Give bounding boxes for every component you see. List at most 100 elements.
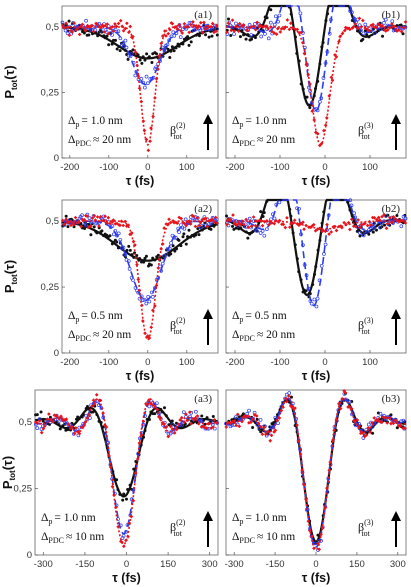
- data-point: [121, 498, 125, 502]
- data-point: [151, 256, 155, 260]
- data-point: [312, 297, 317, 302]
- data-point: [251, 426, 255, 430]
- annotation-delta-p: Δp = 0.5 nm: [68, 310, 123, 324]
- data-point: [150, 294, 155, 299]
- data-point: [129, 52, 134, 56]
- data-point: [273, 14, 278, 19]
- annotation-delta-pdc: ΔPDC ≈ 20 nm: [68, 329, 131, 343]
- data-point: [103, 214, 107, 219]
- annotation-sub-pdc: PDC: [239, 334, 255, 343]
- annotation-sub-pdc: PDC: [239, 139, 255, 148]
- data-point: [164, 34, 168, 38]
- data-point: [304, 497, 308, 502]
- data-point: [253, 223, 258, 228]
- data-point: [97, 224, 101, 228]
- annotation-value-p: = 1.0 nm: [245, 512, 286, 524]
- data-point: [139, 260, 143, 264]
- annotation-value-p: = 1.0 nm: [245, 115, 286, 127]
- data-point: [66, 225, 70, 229]
- data-point: [358, 225, 362, 230]
- data-point: [173, 249, 177, 253]
- data-point: [197, 223, 202, 228]
- panel-b3: -300 -150 0 150 300 (b3) Δp = 1.0 nm ΔPDC ≈ 10 nm…: [224, 389, 407, 585]
- data-point: [251, 215, 256, 219]
- data-point: [232, 32, 236, 36]
- data-point: [215, 221, 220, 226]
- data-point: [174, 427, 179, 432]
- data-point: [187, 228, 191, 232]
- data-point: [255, 20, 259, 25]
- data-point: [363, 22, 368, 27]
- data-point: [323, 242, 328, 247]
- data-point: [372, 31, 377, 35]
- annotation-delta-pdc: ΔPDC ≈ 20 nm: [68, 134, 131, 148]
- data-point: [110, 32, 114, 37]
- data-point: [88, 28, 93, 32]
- series-blue: [225, 5, 408, 113]
- data-point: [395, 214, 399, 218]
- data-point: [189, 421, 193, 426]
- data-point: [342, 220, 346, 225]
- data-point: [70, 30, 74, 34]
- data-point: [356, 218, 360, 222]
- data-point: [388, 215, 392, 220]
- data-point: [171, 244, 175, 248]
- data-point: [64, 214, 68, 218]
- beta-label: β(3) tot: [358, 316, 374, 336]
- data-point: [301, 220, 305, 225]
- data-point: [204, 426, 209, 431]
- beta-subscript: tot: [173, 132, 182, 141]
- fit-curve: [226, 220, 406, 230]
- y-tick-label: 0,5: [46, 216, 59, 227]
- data-point: [195, 216, 200, 220]
- data-point: [133, 73, 138, 78]
- data-point: [100, 229, 104, 233]
- data-point: [371, 230, 375, 234]
- data-point: [194, 409, 198, 414]
- x-tick-label: 100: [362, 357, 378, 368]
- beta-superscript: (2): [176, 121, 186, 130]
- data-point: [279, 27, 284, 31]
- data-point: [382, 21, 386, 25]
- data-point: [178, 35, 183, 39]
- beta-label: β(2) tot: [170, 121, 186, 141]
- y-tick-label: 0,25: [41, 282, 60, 293]
- data-point: [262, 233, 267, 238]
- x-tick-label: 150: [349, 559, 365, 570]
- data-point: [122, 544, 126, 549]
- data-point: [70, 421, 74, 425]
- data-point: [383, 223, 387, 227]
- data-point: [88, 224, 93, 228]
- data-point: [343, 390, 348, 395]
- data-point: [204, 216, 208, 221]
- data-point: [215, 33, 219, 37]
- data-point: [234, 423, 238, 428]
- beta-label: β(3) tot: [358, 121, 374, 141]
- annotation-delta-p: Δp = 1.0 nm: [41, 512, 96, 526]
- annotation-delta-pdc: ΔPDC ≈ 10 nm: [41, 531, 104, 545]
- data-point: [65, 31, 70, 36]
- series-black: [61, 214, 219, 268]
- annotation-delta-p: Δp = 0.5 nm: [232, 310, 287, 324]
- annotation-sub-p: p: [75, 120, 79, 129]
- annotation-delta-pdc: ΔPDC ≈ 20 nm: [232, 329, 295, 343]
- arrow-head: [391, 114, 401, 124]
- x-tick-label: -150: [266, 559, 285, 570]
- data-point: [227, 17, 231, 21]
- data-point: [389, 413, 393, 417]
- annotation-sub-p: p: [239, 315, 243, 324]
- y-tick-label: 0,25: [14, 483, 33, 494]
- data-point: [179, 415, 184, 420]
- panel-label: (a3): [194, 393, 212, 405]
- data-point: [67, 220, 71, 225]
- data-point: [281, 222, 286, 227]
- data-point: [224, 30, 229, 35]
- data-point: [169, 241, 173, 245]
- data-point: [225, 222, 229, 227]
- data-point: [397, 28, 401, 32]
- data-point: [198, 28, 203, 33]
- data-point: [367, 232, 371, 236]
- data-point: [213, 215, 218, 220]
- annotation-sub-p: p: [75, 315, 79, 324]
- data-point: [45, 417, 50, 422]
